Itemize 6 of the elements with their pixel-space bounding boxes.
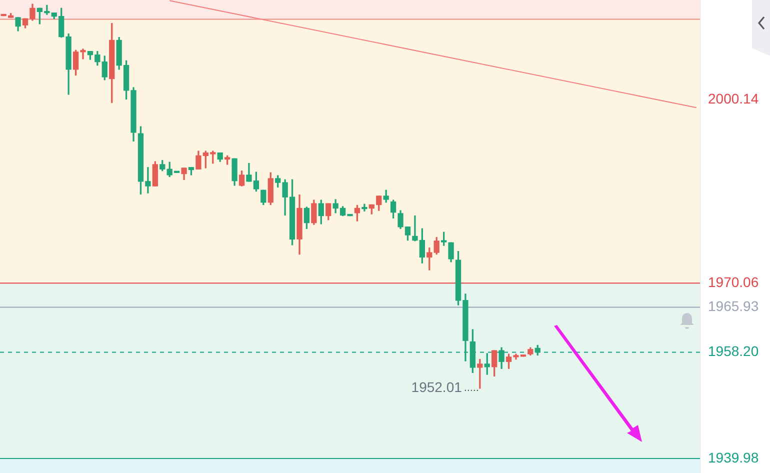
ref-line-label: 1970.06 — [708, 274, 759, 290]
data-label: 2000.14 — [708, 90, 759, 107]
ref-line-label: 1939.98 — [708, 449, 759, 466]
annotation: 1952.01 — [411, 379, 462, 396]
ref-line-label: 1958.20 — [708, 343, 759, 360]
ref-line-label: 1965.93 — [708, 298, 759, 314]
